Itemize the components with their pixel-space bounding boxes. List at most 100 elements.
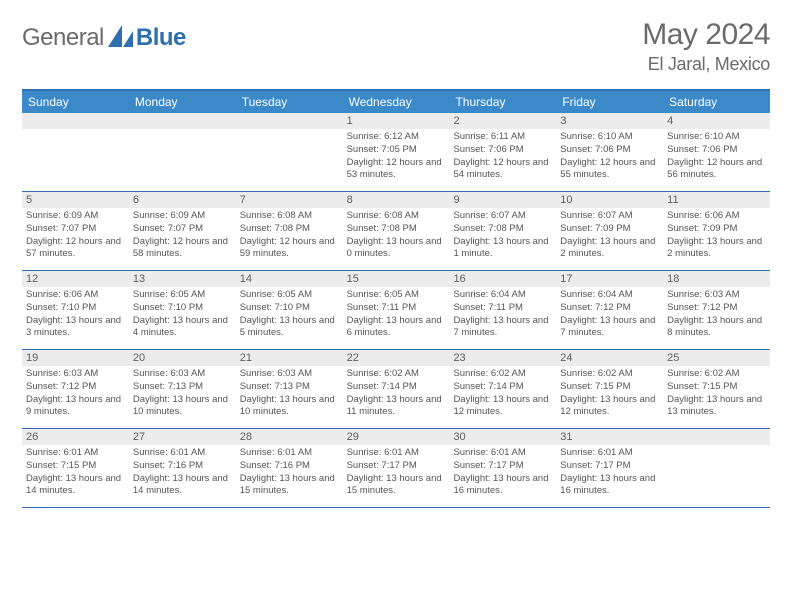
sunrise-text: Sunrise: 6:06 AM	[667, 210, 766, 223]
day-info: Sunrise: 6:10 AMSunset: 7:06 PMDaylight:…	[560, 131, 659, 182]
day-cell: 13Sunrise: 6:05 AMSunset: 7:10 PMDayligh…	[129, 271, 236, 349]
day-cell: 16Sunrise: 6:04 AMSunset: 7:11 PMDayligh…	[449, 271, 556, 349]
sunset-text: Sunset: 7:12 PM	[667, 302, 766, 315]
sunrise-text: Sunrise: 6:09 AM	[26, 210, 125, 223]
day-number: 14	[240, 273, 339, 285]
day-cell: 23Sunrise: 6:02 AMSunset: 7:14 PMDayligh…	[449, 350, 556, 428]
daynum-wrap: 9	[449, 192, 556, 208]
sunrise-text: Sunrise: 6:02 AM	[453, 368, 552, 381]
day-cell: 17Sunrise: 6:04 AMSunset: 7:12 PMDayligh…	[556, 271, 663, 349]
daylight-text: Daylight: 13 hours and 7 minutes.	[560, 315, 659, 341]
day-info: Sunrise: 6:03 AMSunset: 7:13 PMDaylight:…	[240, 368, 339, 419]
day-info: Sunrise: 6:02 AMSunset: 7:15 PMDaylight:…	[667, 368, 766, 419]
daynum-wrap: 4	[663, 113, 770, 129]
dayhead-sat: Saturday	[663, 91, 770, 113]
daylight-text: Daylight: 13 hours and 13 minutes.	[667, 394, 766, 420]
daynum-wrap: 7	[236, 192, 343, 208]
day-number: 11	[667, 194, 766, 206]
daynum-wrap: 21	[236, 350, 343, 366]
day-cell: 5 Sunrise: 6:09 AMSunset: 7:07 PMDaylight…	[22, 192, 129, 270]
day-cell: 10Sunrise: 6:07 AMSunset: 7:09 PMDayligh…	[556, 192, 663, 270]
daylight-text: Daylight: 13 hours and 2 minutes.	[560, 236, 659, 262]
day-number: 7	[240, 194, 339, 206]
sunset-text: Sunset: 7:06 PM	[453, 144, 552, 157]
daylight-text: Daylight: 13 hours and 16 minutes.	[453, 473, 552, 499]
daylight-text: Daylight: 13 hours and 16 minutes.	[560, 473, 659, 499]
day-info: Sunrise: 6:12 AMSunset: 7:05 PMDaylight:…	[347, 131, 446, 182]
sunset-text: Sunset: 7:15 PM	[26, 460, 125, 473]
daynum-wrap: 22	[343, 350, 450, 366]
sunrise-text: Sunrise: 6:06 AM	[26, 289, 125, 302]
daynum-wrap: 28	[236, 429, 343, 445]
day-cell: 1 Sunrise: 6:12 AMSunset: 7:05 PMDaylight…	[343, 113, 450, 191]
daylight-text: Daylight: 13 hours and 6 minutes.	[347, 315, 446, 341]
sunrise-text: Sunrise: 6:03 AM	[667, 289, 766, 302]
day-info: Sunrise: 6:09 AMSunset: 7:07 PMDaylight:…	[26, 210, 125, 261]
day-cell: 2Sunrise: 6:11 AMSunset: 7:06 PMDaylight…	[449, 113, 556, 191]
day-info: Sunrise: 6:05 AMSunset: 7:10 PMDaylight:…	[240, 289, 339, 340]
dayhead-thu: Thursday	[449, 91, 556, 113]
daynum-wrap	[129, 113, 236, 129]
day-info: Sunrise: 6:07 AMSunset: 7:09 PMDaylight:…	[560, 210, 659, 261]
sunset-text: Sunset: 7:06 PM	[560, 144, 659, 157]
sunrise-text: Sunrise: 6:03 AM	[133, 368, 232, 381]
sunset-text: Sunset: 7:15 PM	[560, 381, 659, 394]
daynum-wrap: 3	[556, 113, 663, 129]
day-info: Sunrise: 6:08 AMSunset: 7:08 PMDaylight:…	[240, 210, 339, 261]
daynum-wrap: 29	[343, 429, 450, 445]
day-info: Sunrise: 6:05 AMSunset: 7:11 PMDaylight:…	[347, 289, 446, 340]
day-number: 18	[667, 273, 766, 285]
day-number: 17	[560, 273, 659, 285]
brand-logo: General Blue	[22, 18, 186, 52]
daylight-text: Daylight: 12 hours and 59 minutes.	[240, 236, 339, 262]
sunrise-text: Sunrise: 6:05 AM	[347, 289, 446, 302]
daylight-text: Daylight: 13 hours and 14 minutes.	[133, 473, 232, 499]
daynum-wrap: 6	[129, 192, 236, 208]
sunrise-text: Sunrise: 6:07 AM	[560, 210, 659, 223]
daynum-wrap: 13	[129, 271, 236, 287]
day-info: Sunrise: 6:01 AMSunset: 7:16 PMDaylight:…	[133, 447, 232, 498]
sunset-text: Sunset: 7:09 PM	[667, 223, 766, 236]
day-number: 25	[667, 352, 766, 364]
day-cell: 6Sunrise: 6:09 AMSunset: 7:07 PMDaylight…	[129, 192, 236, 270]
day-info: Sunrise: 6:02 AMSunset: 7:15 PMDaylight:…	[560, 368, 659, 419]
daylight-text: Daylight: 12 hours and 54 minutes.	[453, 157, 552, 183]
sunset-text: Sunset: 7:10 PM	[26, 302, 125, 315]
day-number: 30	[453, 431, 552, 443]
sunset-text: Sunset: 7:16 PM	[133, 460, 232, 473]
day-number: 28	[240, 431, 339, 443]
daynum-wrap	[663, 429, 770, 445]
sunrise-text: Sunrise: 6:08 AM	[240, 210, 339, 223]
day-number: 15	[347, 273, 446, 285]
title-block: May 2024 El Jaral, Mexico	[642, 18, 770, 75]
daynum-wrap: 17	[556, 271, 663, 287]
week-row: 1 Sunrise: 6:12 AMSunset: 7:05 PMDaylight…	[22, 113, 770, 192]
sunrise-text: Sunrise: 6:01 AM	[240, 447, 339, 460]
daynum-wrap: 12	[22, 271, 129, 287]
sunset-text: Sunset: 7:14 PM	[453, 381, 552, 394]
daylight-text: Daylight: 13 hours and 3 minutes.	[26, 315, 125, 341]
sunset-text: Sunset: 7:09 PM	[560, 223, 659, 236]
dayhead-tue: Tuesday	[236, 91, 343, 113]
week-row: 12Sunrise: 6:06 AMSunset: 7:10 PMDayligh…	[22, 271, 770, 350]
sunset-text: Sunset: 7:08 PM	[240, 223, 339, 236]
day-number: 1	[347, 115, 446, 127]
dayhead-wed: Wednesday	[343, 91, 450, 113]
day-cell: 30Sunrise: 6:01 AMSunset: 7:17 PMDayligh…	[449, 429, 556, 507]
daynum-wrap: 25	[663, 350, 770, 366]
day-info: Sunrise: 6:03 AMSunset: 7:12 PMDaylight:…	[667, 289, 766, 340]
day-info: Sunrise: 6:02 AMSunset: 7:14 PMDaylight:…	[347, 368, 446, 419]
day-number: 19	[26, 352, 125, 364]
day-cell: 14 Sunrise: 6:05 AMSunset: 7:10 PMDayligh…	[236, 271, 343, 349]
sunset-text: Sunset: 7:17 PM	[560, 460, 659, 473]
day-cell	[129, 113, 236, 191]
sunset-text: Sunset: 7:17 PM	[347, 460, 446, 473]
day-info: Sunrise: 6:08 AMSunset: 7:08 PMDaylight:…	[347, 210, 446, 261]
day-cell: 4Sunrise: 6:10 AMSunset: 7:06 PMDaylight…	[663, 113, 770, 191]
daynum-wrap: 16	[449, 271, 556, 287]
daynum-wrap: 18	[663, 271, 770, 287]
day-cell: 8 Sunrise: 6:08 AMSunset: 7:08 PMDaylight…	[343, 192, 450, 270]
day-number: 5	[26, 194, 125, 206]
day-number: 8	[347, 194, 446, 206]
sunset-text: Sunset: 7:11 PM	[453, 302, 552, 315]
